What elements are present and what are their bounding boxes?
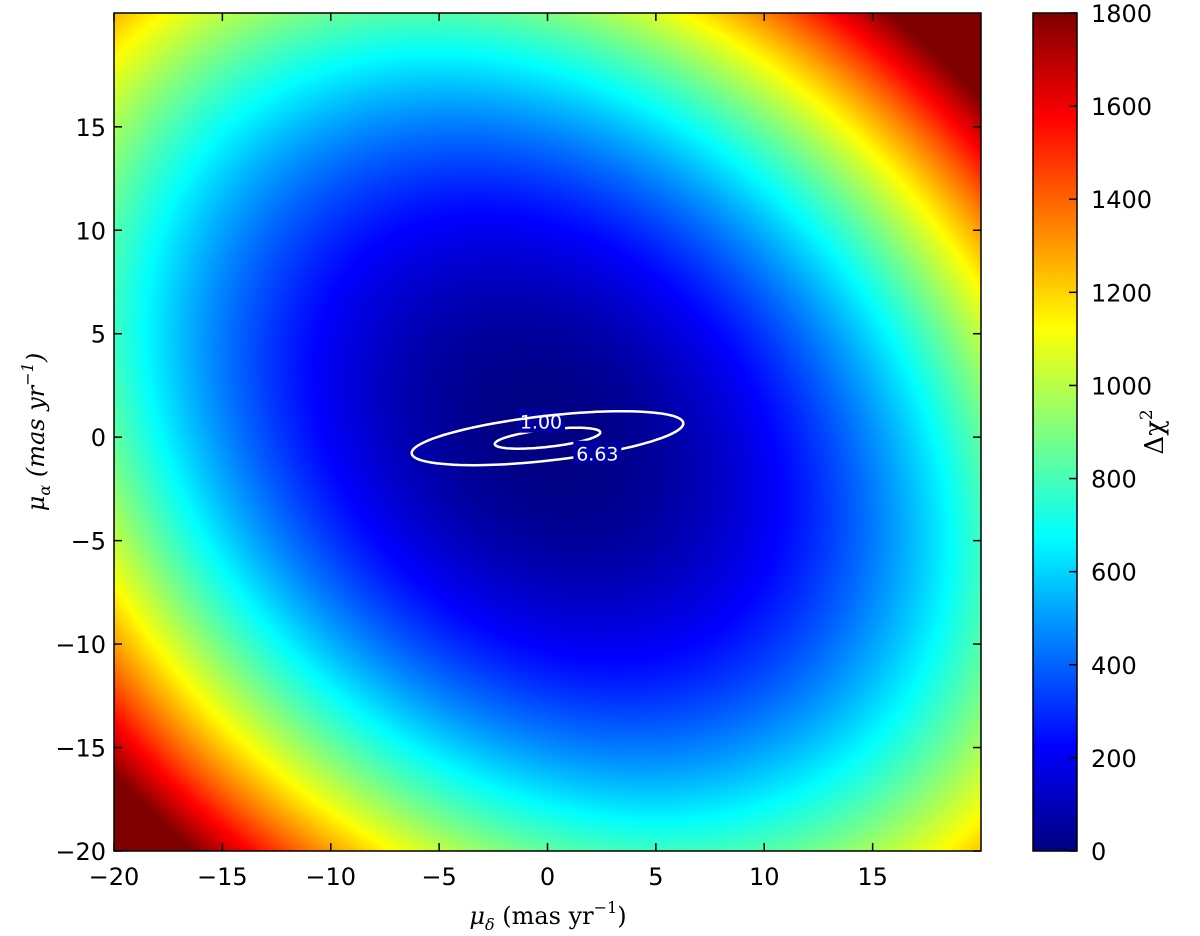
colorbar-tick-label: 800 xyxy=(1091,466,1137,494)
y-tick-label: 5 xyxy=(91,321,106,349)
colorbar-frame xyxy=(1032,12,1078,852)
y-tick-label: −10 xyxy=(55,631,106,659)
colorbar-tick-label: 0 xyxy=(1091,838,1106,866)
contour-label-background xyxy=(516,408,565,433)
colorbar-tick-label: 1200 xyxy=(1091,279,1152,307)
colorbar-tick-label: 1600 xyxy=(1091,93,1152,121)
x-tick-label: −10 xyxy=(305,863,356,891)
x-tick-label: −15 xyxy=(197,863,248,891)
colorbar-tick-label: 200 xyxy=(1091,745,1137,773)
contour-label: 6.63 xyxy=(576,444,618,466)
colorbar-tick-label: 400 xyxy=(1091,652,1137,680)
colorbar-tick-label: 1800 xyxy=(1091,0,1152,28)
x-tick-label: 0 xyxy=(540,863,555,891)
colorbar-tick-label: 600 xyxy=(1091,559,1137,587)
y-tick-label: −15 xyxy=(55,735,106,763)
x-tick-label: −20 xyxy=(89,863,140,891)
contour-layer: 1.006.63 xyxy=(410,408,685,467)
x-tick-label: 5 xyxy=(648,863,663,891)
colorbar-tick-label: 1400 xyxy=(1091,186,1152,214)
x-tick-label: 10 xyxy=(749,863,780,891)
colorbar-gradient xyxy=(1033,13,1077,851)
colorbar-ticks: 0 200 400 600 800 1000 1200 1400 1600 1800 xyxy=(1069,0,1152,866)
y-tick-label: −5 xyxy=(71,528,106,556)
y-axis-label: μα (mas yr−1) xyxy=(18,353,54,511)
y-tick-label: 0 xyxy=(91,424,106,452)
x-axis-ticks: −20 −15 −10 −5 0 5 10 15 xyxy=(89,13,888,891)
y-axis-ticks: −20 −15 −10 −5 0 5 10 15 xyxy=(55,114,981,866)
colorbar-label: Δχ2 xyxy=(1137,409,1170,454)
y-tick-label: −20 xyxy=(55,838,106,866)
x-axis-label: μδ (mas yr−1) xyxy=(469,898,626,934)
x-tick-label: −5 xyxy=(421,863,456,891)
colorbar-tick-label: 1000 xyxy=(1091,372,1152,400)
x-tick-label: 15 xyxy=(857,863,888,891)
y-tick-label: 15 xyxy=(75,114,106,142)
contour-label-background xyxy=(573,440,622,465)
y-tick-label: 10 xyxy=(75,217,106,245)
